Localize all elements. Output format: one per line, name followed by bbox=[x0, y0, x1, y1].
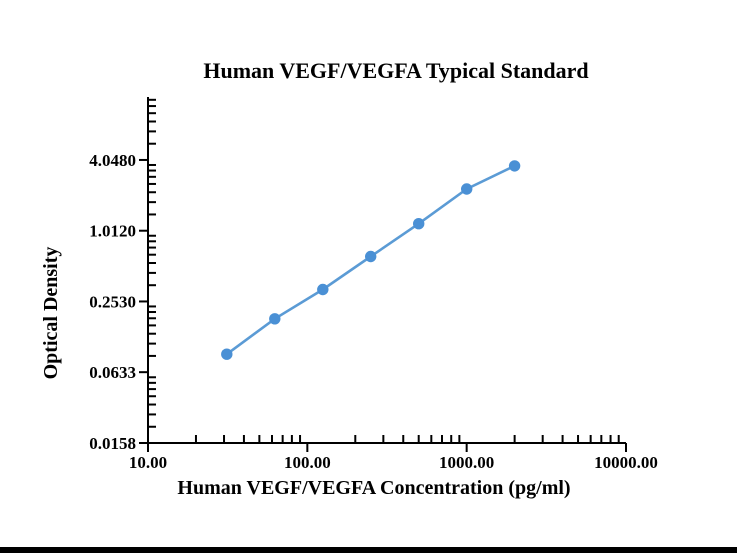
axes: 10.00 100.00 1000.00 10000.00 4.0480 1.0120 0.… bbox=[89, 97, 658, 472]
x-axis-title: Human VEGF/VEGFA Concentration (pg/ml) bbox=[177, 477, 570, 499]
data-point bbox=[508, 160, 521, 172]
chart-title: Human VEGF/VEGFA Typical Standard bbox=[203, 58, 588, 83]
bottom-border-bar bbox=[0, 547, 737, 553]
data-point bbox=[269, 313, 281, 325]
y-tick-label: 1.0120 bbox=[89, 222, 136, 241]
x-tick-label: 10.00 bbox=[129, 453, 167, 472]
data-point bbox=[365, 250, 377, 263]
y-axis-title: Optical Density bbox=[40, 247, 62, 380]
x-tick-label: 1000.00 bbox=[439, 453, 494, 472]
y-tick-label: 4.0480 bbox=[89, 151, 136, 170]
x-tick-label: 100.00 bbox=[284, 453, 331, 472]
data-point bbox=[413, 218, 425, 230]
data-point bbox=[317, 283, 329, 296]
data-series bbox=[221, 160, 521, 360]
data-point bbox=[461, 183, 473, 195]
y-tick-label: 0.2530 bbox=[89, 292, 136, 311]
y-tick-label: 0.0633 bbox=[89, 363, 136, 382]
data-point bbox=[221, 348, 233, 360]
x-tick-label: 10000.00 bbox=[594, 453, 658, 472]
y-tick-label: 0.0158 bbox=[89, 434, 136, 453]
